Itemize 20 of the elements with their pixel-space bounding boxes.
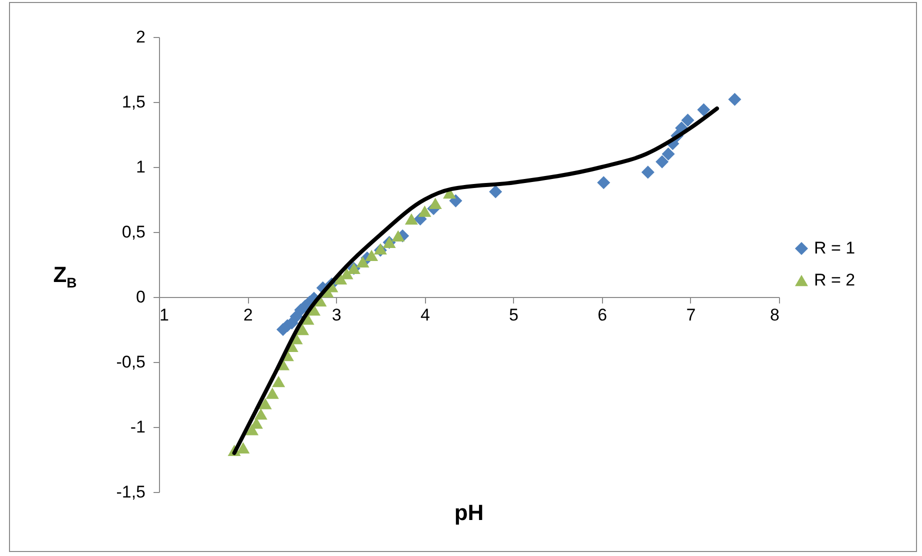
legend-label: R = 1 [814,238,856,258]
y-tick-label: -0,5 [116,352,146,372]
x-tick-label: 8 [770,306,780,324]
x-tick-label: 3 [332,306,342,324]
y-tick-label: 0 [136,288,146,306]
x-tick-label: 5 [509,306,519,324]
x-tick-label: 2 [243,306,253,324]
y-tick-label: 1,5 [122,92,146,112]
y-tick-label: 2 [136,28,146,46]
y-tick-label: 1 [136,158,146,176]
legend-label: R = 2 [814,270,856,290]
x-axis-title: pH [453,500,485,526]
y-tick-label: -1 [130,418,146,436]
x-tick-label: 4 [420,306,430,324]
x-tick-label: 1 [160,306,169,324]
x-tick-label: 6 [598,306,608,324]
y-axis-title: Z$_{B}$ [52,262,78,290]
y-tick-label: 0,5 [122,222,146,242]
y-tick-label: -1,5 [116,482,146,502]
x-tick-label: 7 [686,306,696,324]
